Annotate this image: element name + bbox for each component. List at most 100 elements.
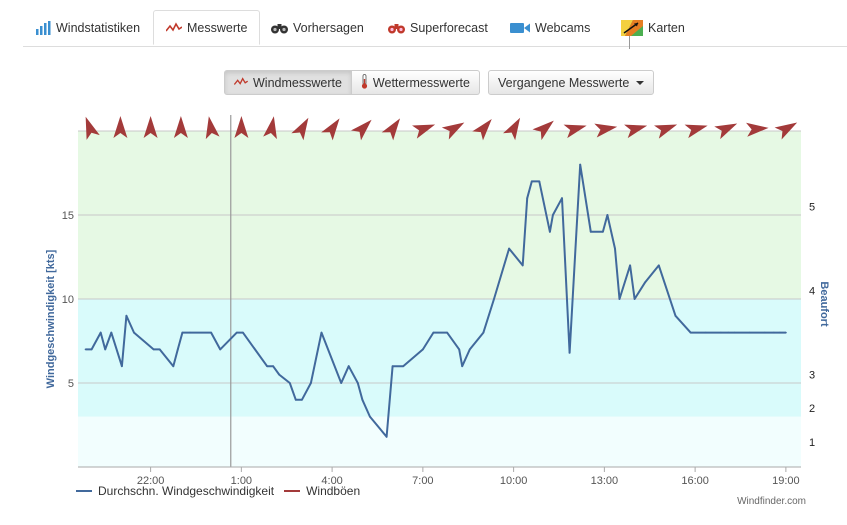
legend-item-gust[interactable]: Windböen	[284, 484, 360, 498]
x-tick-label: 10:00	[500, 475, 528, 487]
data-point	[340, 382, 343, 384]
data-point	[633, 298, 636, 300]
tab-windstatistiken[interactable]: Windstatistiken	[35, 10, 140, 45]
tab-label: Webcams	[535, 20, 591, 35]
tab-bar: Windstatistiken Messwerte Vorhersagen Su…	[23, 10, 847, 49]
thermometer-icon	[361, 73, 368, 92]
tab-label: Windstatistiken	[56, 20, 141, 35]
grid-lines	[78, 130, 801, 384]
data-point	[657, 264, 660, 267]
x-tick-label: 1:00	[231, 475, 252, 487]
data-point	[733, 331, 736, 334]
windmesswerte-label: Windmesswerte	[253, 75, 342, 90]
tab-label: Messwerte	[187, 20, 248, 35]
vergangene-messwerte-dropdown[interactable]: Vergangene Messwerte	[488, 70, 655, 95]
data-point	[294, 398, 297, 401]
data-point	[272, 365, 275, 368]
wind-direction-arrow-icon	[263, 116, 277, 140]
data-point	[176, 348, 179, 351]
beaufort-band	[78, 299, 801, 417]
tab-label: Superforecast	[410, 20, 488, 35]
data-point	[568, 351, 571, 354]
data-point	[300, 398, 303, 401]
data-point	[461, 365, 464, 368]
beaufort-tick-label: 1	[809, 437, 815, 449]
beaufort-band	[78, 416, 801, 467]
series-average-wind	[84, 163, 787, 438]
wind-direction-arrow-icon	[351, 119, 372, 141]
wettermesswerte-button[interactable]: Wettermesswerte	[351, 70, 480, 95]
data-point	[458, 348, 461, 351]
arrow-shape	[412, 124, 436, 139]
data-point	[601, 230, 604, 233]
wind-direction-arrow-icon	[714, 123, 738, 140]
arrow-shape	[381, 118, 401, 141]
arrow-shape	[714, 123, 738, 140]
data-point	[552, 214, 554, 216]
wind-direction-arrow-icon	[624, 124, 648, 139]
wind-direction-arrow-icon	[143, 116, 158, 138]
wind-direction-arrow-icon	[113, 116, 128, 138]
data-point	[493, 298, 495, 300]
data-point	[181, 331, 184, 334]
data-point	[579, 163, 582, 166]
camera-icon	[510, 22, 530, 34]
data-point	[361, 398, 364, 401]
x-tick-label: 19:00	[772, 475, 800, 487]
legend-item-average[interactable]: Durchschn. Windgeschwindigkeit	[76, 484, 274, 498]
data-point	[158, 348, 161, 351]
data-point	[508, 247, 510, 250]
tab-label: Vorhersagen	[293, 20, 364, 35]
arrow-shape	[746, 122, 769, 137]
legend-label: Windböen	[306, 484, 361, 498]
y-axis-label: Windgeschwindigkeit [kts]	[45, 249, 57, 388]
data-point	[530, 180, 533, 183]
tab-messwerte[interactable]: Messwerte	[153, 10, 261, 45]
wind-direction-arrow-icon	[654, 124, 678, 139]
arrow-shape	[263, 116, 277, 140]
tab-webcams[interactable]: Webcams	[510, 10, 590, 45]
data-point	[189, 331, 191, 334]
binoculars-red-icon	[388, 21, 405, 34]
tab-superforecast[interactable]: Superforecast	[388, 10, 488, 45]
tab-karten[interactable]: Karten	[621, 10, 685, 45]
tab-label: Karten	[648, 20, 685, 35]
data-point	[235, 331, 238, 334]
arrow-shape	[624, 124, 648, 139]
y-tick-label: 15	[62, 210, 74, 222]
y-tick-label: 5	[68, 378, 74, 390]
data-point	[614, 247, 616, 250]
legend-swatch	[76, 490, 92, 492]
tab-vorhersagen[interactable]: Vorhersagen	[271, 10, 364, 45]
wind-direction-arrow-icon	[441, 122, 465, 140]
wind-direction-arrow-icon	[746, 122, 769, 137]
wind-direction-arrow-icon	[594, 123, 618, 138]
data-point	[320, 331, 323, 334]
caret-down-icon	[636, 80, 645, 85]
arrow-shape	[594, 123, 618, 138]
data-point	[538, 180, 541, 183]
data-point	[784, 331, 787, 334]
data-point	[772, 331, 775, 334]
data-point	[402, 365, 405, 368]
beaufort-tick-label: 3	[809, 370, 815, 382]
wind-direction-arrow-icon	[503, 117, 521, 141]
y-axis-ticks: 5 10 15	[62, 210, 74, 390]
data-point	[90, 348, 93, 351]
x-axis-ticks: 22:00 1:00 4:00 7:00 10:00 13:00 16:00 19:00	[137, 467, 800, 487]
beaufort-bands	[78, 131, 801, 467]
data-point	[110, 331, 113, 334]
x-tick-label: 4:00	[321, 475, 342, 487]
data-point	[210, 331, 213, 334]
arrow-shape	[113, 116, 128, 138]
beaufort-axis-label: Beaufort	[818, 281, 830, 327]
arrow-shape	[441, 122, 465, 140]
data-point	[549, 230, 551, 233]
data-point	[152, 348, 155, 351]
data-point	[727, 331, 730, 334]
windmesswerte-button[interactable]: Windmesswerte	[224, 70, 352, 95]
data-point	[482, 331, 485, 334]
data-point	[526, 197, 529, 200]
windfinder-credit[interactable]: Windfinder.com	[737, 496, 806, 507]
wettermesswerte-label: Wettermesswerte	[372, 75, 470, 90]
